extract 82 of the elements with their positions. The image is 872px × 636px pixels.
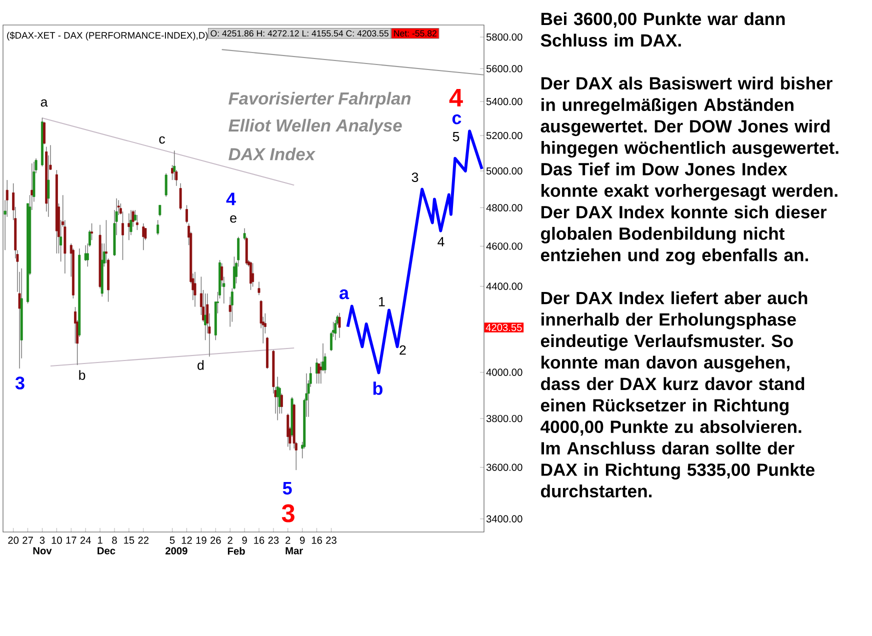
candlestick (338, 312, 341, 338)
text: Bei 3600,00 Punkte war dann Schluss im DAX. (540, 12, 785, 47)
annotation: Elliot Wellen Analyse (228, 118, 402, 136)
annotation: Favorisierter Fahrplan (228, 92, 411, 108)
x-tick-label: 15 (124, 536, 134, 544)
annotation: Net: -55.82 (394, 30, 436, 36)
x-tick-label: 17 (66, 536, 76, 544)
candlestick (286, 413, 290, 448)
candlestick (194, 271, 196, 308)
annotation: a (40, 99, 48, 107)
x-tick-label: 27 (22, 536, 33, 544)
y-tick-label: 3400.00 (486, 515, 522, 522)
y-tick-label: 4600.00 (486, 242, 522, 250)
annotation: 4 (438, 237, 444, 246)
x-tick-label: 10 (52, 536, 62, 544)
annotation: c (159, 136, 165, 144)
annotation: 3 (412, 172, 418, 182)
x-tick-label: 1 (98, 536, 102, 544)
annotation: e (230, 215, 236, 223)
y-tick-label: 5200.00 (486, 132, 522, 140)
annotation: a (340, 289, 350, 300)
y-tick-label: 5000.00 (486, 167, 522, 175)
x-tick-label: 2 (286, 536, 290, 544)
annotation: 3 (15, 376, 24, 390)
annotation: 2 (400, 345, 406, 355)
candlestick (179, 182, 182, 210)
x-tick-label: 19 (196, 536, 206, 544)
candlestick (204, 293, 207, 341)
x-tick-label: 5 (170, 536, 175, 544)
x-tick-label: 16 (312, 536, 322, 544)
x-tick-label: 8 (112, 536, 117, 544)
x-tick-label: 20 (8, 536, 19, 544)
annotation: 4 (449, 88, 463, 106)
candlestick (156, 220, 160, 236)
x2-tick-label: Mar (286, 547, 303, 554)
annotation: O: 4251.86 H: 4272.12 L: 4155.54 C: 4203.55 (210, 30, 388, 36)
candlestick (250, 261, 252, 290)
y-tick-label: 4000.00 (486, 368, 522, 376)
x2-tick-label: Feb (228, 547, 245, 555)
annotation: DAX Index (228, 148, 316, 160)
x-tick-label: 23 (326, 536, 336, 544)
text: Der DAX Index liefert aber auch innerhalb der Erholungsphase eindeutige Verlaufsmuster. So konnte man davon ausgehen, dass der DAX kurz davor stand einen Rücksetzer in Richtung 4000,00 Punkte zu absolvieren. Im Anschluss daran sollte der DAX in Richtung 5335,00 Punkte durchstarten. (540, 291, 814, 498)
candlestick (43, 121, 46, 145)
text: 4203.55 (486, 324, 522, 332)
annotation: 5 (282, 482, 292, 495)
candlestick (158, 204, 162, 217)
annotation: 1 (379, 297, 385, 306)
y-tick-label: 5800.00 (486, 33, 522, 41)
annotation: b (79, 370, 86, 380)
annotation: c (452, 114, 462, 124)
annotation: 5 (452, 132, 460, 142)
y-tick-label: 5600.00 (486, 65, 522, 72)
annotation: 3 (282, 504, 294, 522)
text: Der DAX als Basiswert wird bisher in unregelmäßigen Abständen ausgewertet. Der DOW Jones wird hingegen wöchentlich ausgewertet. Das Tief im Dow Jones Index konnte exakt vorhergesagt werden. Der DAX Index konnte sich dieser globalen Bodenbildung nicht entziehen und zog ebenfalls an. (540, 76, 838, 265)
candlestick (258, 281, 260, 296)
candlestick (252, 262, 254, 288)
x-tick-label: 9 (300, 536, 305, 544)
x2-tick-label: 2009 (166, 547, 188, 554)
x2-tick-label: Dec (98, 547, 116, 554)
y-tick-label: 5400.00 (486, 98, 522, 106)
y-tick-label: 4400.00 (486, 282, 522, 290)
candlestick (318, 362, 320, 384)
x-tick-label: 23 (268, 536, 279, 544)
y-tick-label: 3600.00 (486, 464, 522, 471)
x-tick-label: 26 (210, 536, 221, 544)
annotation: d (198, 360, 204, 370)
annotation: b (373, 382, 382, 395)
text: ($DAX-XET - DAX (PERFORMANCE-INDEX),D) (7, 32, 208, 40)
x-tick-label: 16 (254, 536, 264, 544)
annotation: 4 (226, 192, 236, 206)
candlestick (164, 172, 168, 198)
candlestick (276, 376, 279, 421)
candlestick (186, 204, 188, 224)
x-tick-label: 24 (80, 536, 91, 544)
x2-tick-label: Nov (33, 547, 52, 554)
y-tick-label: 3800.00 (486, 414, 522, 422)
x-tick-label: 9 (242, 536, 247, 544)
x-tick-label: 22 (138, 536, 149, 544)
y-tick-label: 4800.00 (486, 204, 522, 212)
x-tick-label: 12 (182, 536, 192, 544)
x-tick-label: 2 (228, 536, 232, 544)
x-tick-label: 3 (40, 536, 45, 544)
